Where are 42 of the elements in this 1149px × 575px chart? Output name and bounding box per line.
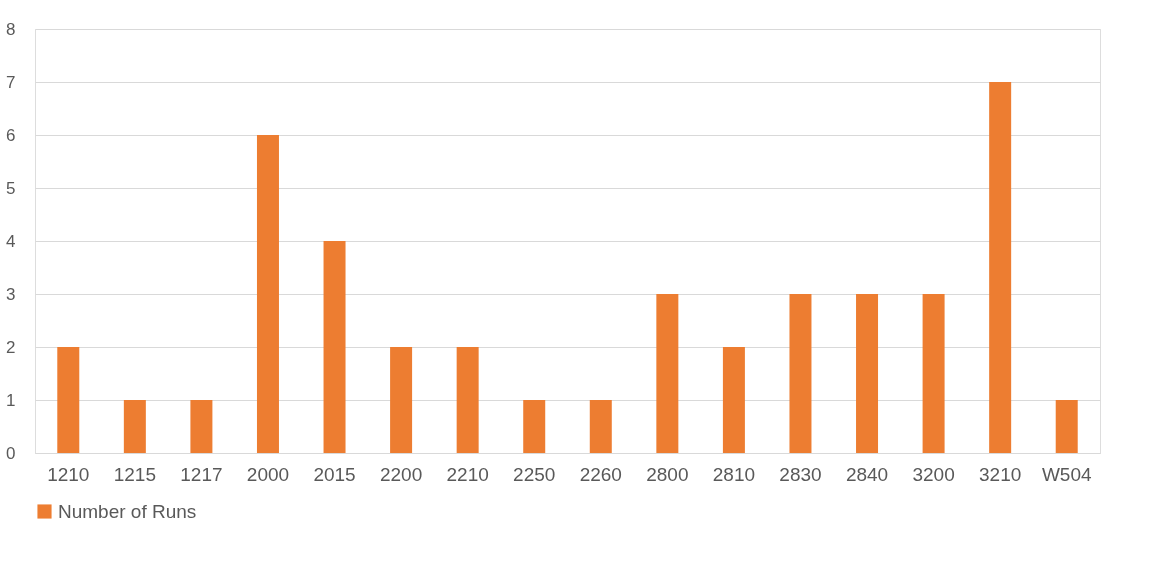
y-tick-label: 7 <box>6 72 16 92</box>
bar <box>123 400 146 453</box>
x-tick-label: 2210 <box>446 463 489 485</box>
x-tick-label: 2840 <box>845 463 889 485</box>
y-tick-label: 4 <box>6 231 16 251</box>
legend-label: Number of Runs <box>58 500 197 522</box>
y-tick-label: 6 <box>6 125 16 145</box>
x-tick-label: 2830 <box>779 463 822 485</box>
bar <box>57 347 80 453</box>
x-tick-label: 2015 <box>313 463 356 485</box>
x-tick-label: 2200 <box>379 463 423 485</box>
x-tick-label: 2810 <box>712 463 756 485</box>
x-tick-label: 3210 <box>979 463 1022 485</box>
bar <box>390 347 413 453</box>
y-tick-label: 0 <box>6 443 16 463</box>
x-tick-label: 2260 <box>579 463 622 485</box>
y-tick-label: 2 <box>6 337 16 357</box>
bar <box>722 347 745 453</box>
y-tick-label: 5 <box>6 178 16 198</box>
x-tick-label: 2000 <box>246 463 290 485</box>
bar <box>589 400 612 453</box>
x-tick-label: 2800 <box>646 463 689 485</box>
bar <box>323 241 346 453</box>
bar <box>922 294 945 453</box>
x-tick-label: W504 <box>1041 463 1092 485</box>
bar <box>256 135 279 453</box>
x-tick-label: 1210 <box>47 463 90 485</box>
y-tick-label: 3 <box>6 284 16 304</box>
y-tick-label: 8 <box>6 19 16 39</box>
bar <box>190 400 213 453</box>
x-tick-label: 1217 <box>180 463 223 485</box>
bar <box>856 294 879 453</box>
x-tick-label: 3200 <box>912 463 955 485</box>
bar <box>789 294 812 453</box>
bar <box>456 347 479 453</box>
bar <box>1055 400 1078 453</box>
y-tick-label: 1 <box>6 390 16 410</box>
x-tick-label: 1215 <box>113 463 156 485</box>
bar <box>523 400 546 453</box>
bar <box>656 294 679 453</box>
x-tick-label: 2250 <box>513 463 556 485</box>
bar <box>989 82 1012 453</box>
